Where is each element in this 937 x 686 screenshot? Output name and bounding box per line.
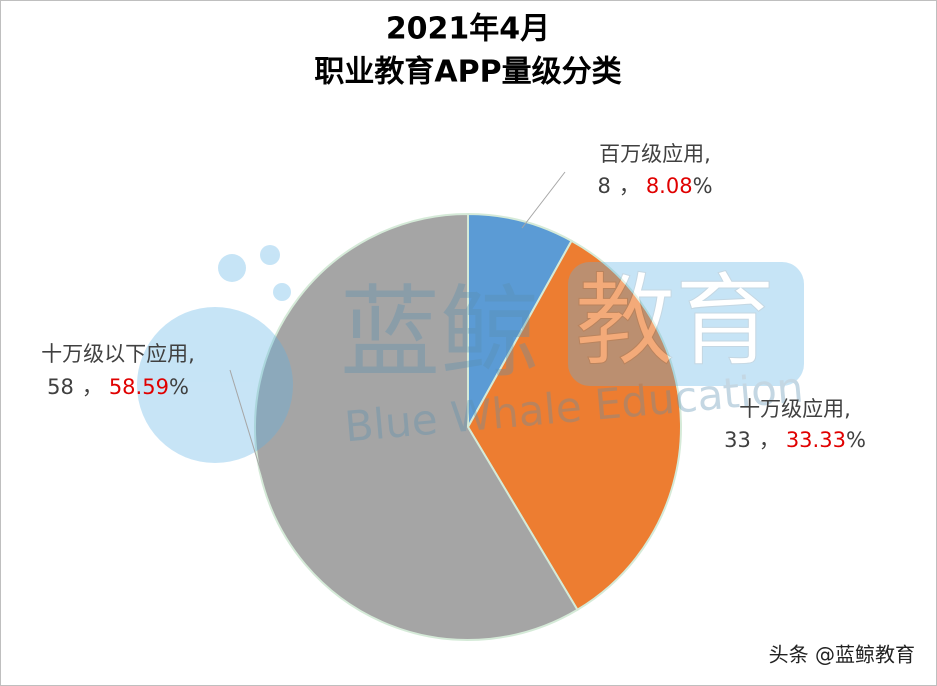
category-name: 十万级以下应用 bbox=[41, 342, 188, 366]
pie-slice bbox=[466, 239, 682, 612]
data-label: 十万级应用, bbox=[739, 397, 851, 421]
watermark-logo bbox=[137, 307, 293, 463]
separator: , bbox=[704, 142, 711, 166]
category-name: 十万级应用 bbox=[739, 397, 844, 421]
leader-line bbox=[229, 369, 266, 486]
watermark-text: 教育 bbox=[575, 262, 775, 379]
value-label: 33 bbox=[724, 428, 751, 452]
data-label: 百万级应用, bbox=[599, 142, 711, 166]
percent-label: 33.33 bbox=[786, 428, 846, 452]
separator: , bbox=[844, 397, 851, 421]
separator: ， bbox=[759, 428, 780, 452]
data-label: 8 ， 8.08% bbox=[597, 174, 712, 198]
pie-slice bbox=[254, 212, 579, 641]
value-label: 58 bbox=[47, 375, 74, 399]
watermark-text: 蓝鲸 bbox=[340, 274, 540, 391]
category-name: 百万级应用 bbox=[599, 142, 704, 166]
watermark-logo bbox=[260, 245, 280, 265]
percent-unit: % bbox=[169, 375, 189, 399]
watermark-logo bbox=[218, 254, 246, 282]
separator: ， bbox=[619, 174, 640, 198]
separator: ， bbox=[82, 375, 103, 399]
pie bbox=[254, 212, 682, 641]
footer: 头条 @蓝鲸教育 bbox=[769, 643, 915, 667]
data-label: 33 ， 33.33% bbox=[724, 428, 866, 452]
watermark-box bbox=[568, 262, 804, 386]
separator: , bbox=[188, 342, 195, 366]
watermark-logo bbox=[273, 283, 291, 301]
value-label: 8 bbox=[597, 174, 610, 198]
leader-line bbox=[521, 171, 566, 229]
pie-slice bbox=[467, 212, 573, 431]
percent-label: 8.08 bbox=[646, 174, 693, 198]
data-label: 58 ， 58.59% bbox=[47, 375, 189, 399]
chart-title: 2021年4月 bbox=[386, 12, 550, 47]
data-label: 十万级以下应用, bbox=[41, 342, 195, 366]
percent-unit: % bbox=[693, 174, 713, 198]
chart-title: 职业教育APP量级分类 bbox=[314, 55, 621, 90]
percent-label: 58.59 bbox=[109, 375, 169, 399]
percent-unit: % bbox=[846, 428, 866, 452]
